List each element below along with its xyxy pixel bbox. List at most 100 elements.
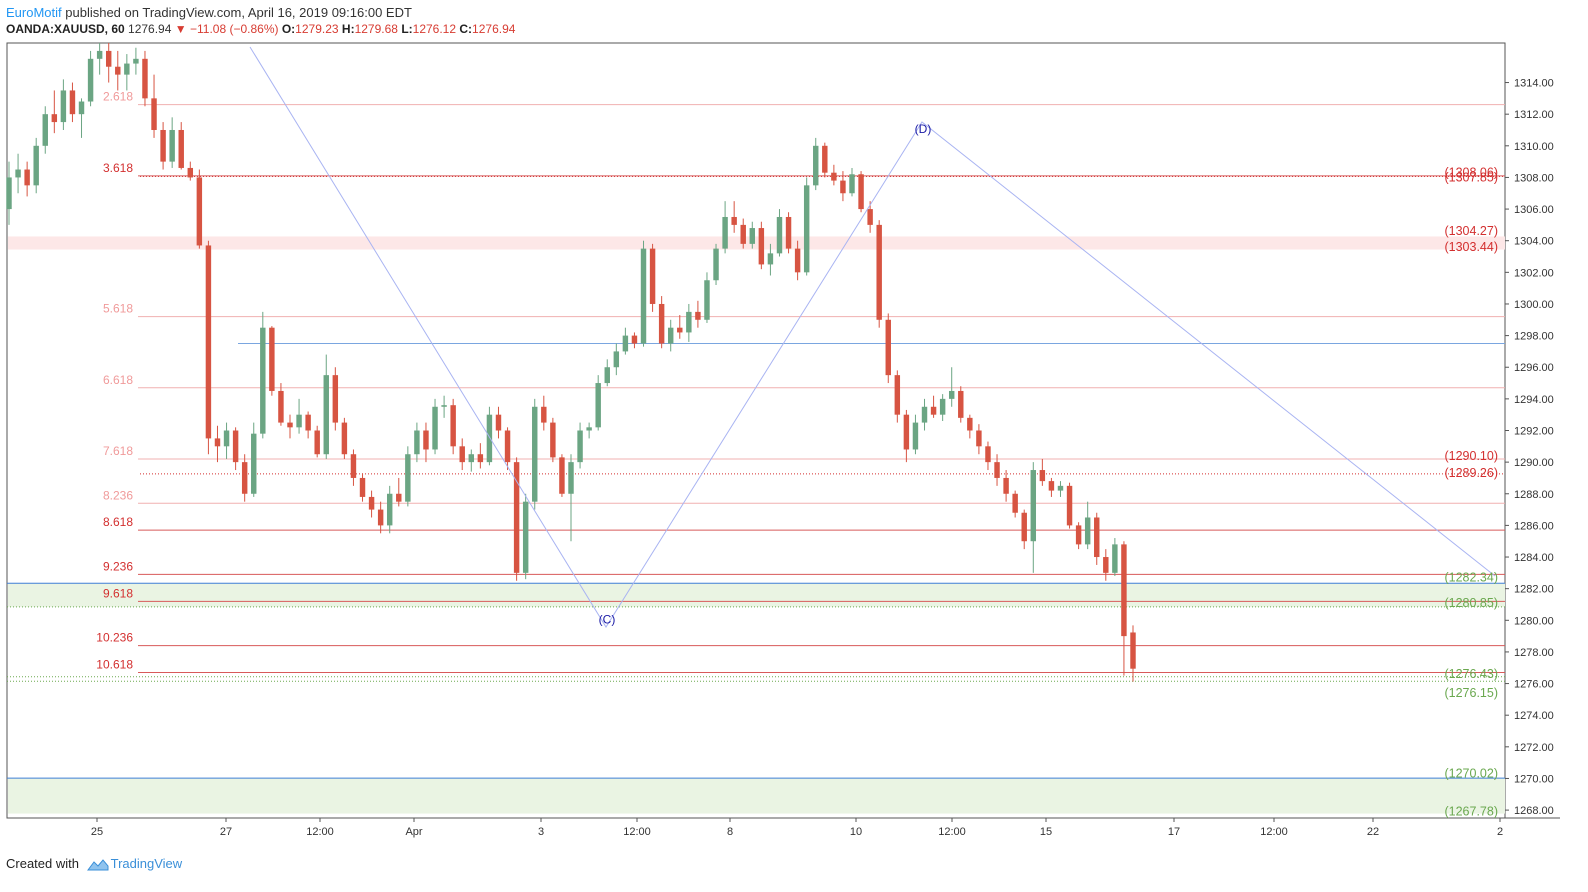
candle[interactable] — [704, 272, 710, 323]
candle[interactable] — [241, 454, 248, 502]
candle[interactable] — [1039, 458, 1046, 486]
candle[interactable] — [296, 398, 302, 434]
candle[interactable] — [749, 221, 756, 249]
candle[interactable] — [377, 501, 384, 534]
candle[interactable] — [876, 220, 882, 328]
candle[interactable] — [921, 398, 928, 431]
candle[interactable] — [667, 319, 674, 352]
candle[interactable] — [359, 473, 366, 502]
candle[interactable] — [1012, 490, 1018, 518]
candle[interactable] — [15, 153, 21, 194]
candle[interactable] — [323, 354, 329, 459]
candle[interactable] — [740, 218, 746, 249]
symbol-name[interactable]: OANDA:XAUUSD, 60 — [6, 22, 125, 36]
candle[interactable] — [1075, 522, 1082, 550]
candle[interactable] — [78, 98, 85, 138]
candle[interactable] — [794, 240, 801, 281]
candle[interactable] — [885, 313, 891, 384]
candle[interactable] — [894, 370, 901, 423]
candle[interactable] — [51, 90, 58, 134]
candle[interactable] — [858, 171, 864, 213]
candle[interactable] — [223, 422, 230, 459]
candle[interactable] — [60, 79, 67, 130]
candle[interactable] — [1048, 477, 1055, 497]
tradingview-link[interactable]: TradingView — [110, 856, 183, 871]
candle[interactable] — [649, 243, 656, 312]
candle[interactable] — [432, 398, 438, 455]
candle[interactable] — [903, 409, 910, 463]
candle[interactable] — [96, 43, 103, 75]
harmonic-pattern-lines[interactable] — [249, 46, 1496, 628]
candle[interactable] — [550, 417, 556, 463]
candle[interactable] — [87, 50, 94, 107]
candle[interactable] — [414, 422, 420, 463]
candle[interactable] — [142, 50, 148, 107]
candle[interactable] — [151, 74, 157, 138]
candle[interactable] — [1103, 549, 1109, 581]
candle[interactable] — [405, 446, 411, 507]
candle[interactable] — [278, 383, 284, 426]
candle[interactable] — [504, 427, 511, 471]
candle[interactable] — [758, 221, 765, 270]
candle[interactable] — [785, 212, 792, 254]
candle[interactable] — [1112, 538, 1118, 577]
candle[interactable] — [568, 454, 574, 542]
candle[interactable] — [813, 137, 819, 191]
candle[interactable] — [1021, 509, 1027, 550]
candle[interactable] — [640, 240, 647, 347]
candle[interactable] — [441, 395, 447, 418]
candle[interactable] — [232, 427, 239, 471]
candle[interactable] — [604, 359, 610, 387]
candle[interactable] — [1003, 470, 1009, 502]
candle[interactable] — [930, 395, 937, 418]
candle[interactable] — [686, 303, 692, 342]
candle[interactable] — [1084, 501, 1091, 550]
candle[interactable] — [522, 493, 529, 580]
candle[interactable] — [214, 425, 221, 463]
candle[interactable] — [622, 327, 629, 355]
candle[interactable] — [513, 457, 520, 581]
candle[interactable] — [314, 425, 320, 458]
candle[interactable] — [251, 422, 257, 497]
candle[interactable] — [196, 169, 203, 249]
candle[interactable] — [541, 395, 547, 431]
candle[interactable] — [713, 243, 719, 285]
candle[interactable] — [133, 47, 139, 75]
candle[interactable] — [205, 240, 212, 455]
candle[interactable] — [350, 449, 357, 486]
candle[interactable] — [976, 424, 982, 455]
candle[interactable] — [532, 398, 538, 510]
author-link[interactable]: EuroMotif — [6, 5, 62, 20]
candle[interactable] — [948, 367, 955, 407]
candle[interactable] — [187, 161, 194, 181]
candle[interactable] — [341, 417, 348, 459]
candle[interactable] — [939, 394, 946, 422]
candle[interactable] — [1066, 482, 1073, 529]
candle[interactable] — [287, 414, 293, 439]
candle[interactable] — [24, 161, 30, 197]
candle[interactable] — [1057, 481, 1064, 497]
candle[interactable] — [849, 167, 855, 197]
candle[interactable] — [305, 411, 311, 439]
candle[interactable] — [912, 414, 919, 455]
candle[interactable] — [450, 398, 456, 455]
candle[interactable] — [1130, 625, 1136, 682]
candle[interactable] — [332, 367, 339, 431]
candle[interactable] — [423, 422, 429, 463]
candle[interactable] — [6, 161, 12, 225]
candle[interactable] — [269, 326, 275, 396]
candle[interactable] — [124, 54, 130, 91]
candle[interactable] — [994, 454, 1000, 486]
candle[interactable] — [867, 201, 873, 233]
candle[interactable] — [595, 375, 601, 431]
candle[interactable] — [958, 386, 964, 423]
candle[interactable] — [468, 449, 475, 472]
candle[interactable] — [695, 300, 701, 328]
candle[interactable] — [33, 137, 39, 194]
candle[interactable] — [776, 209, 783, 257]
candle[interactable] — [1121, 541, 1127, 676]
candle[interactable] — [613, 343, 620, 376]
candle[interactable] — [260, 311, 266, 439]
candle[interactable] — [731, 201, 737, 233]
